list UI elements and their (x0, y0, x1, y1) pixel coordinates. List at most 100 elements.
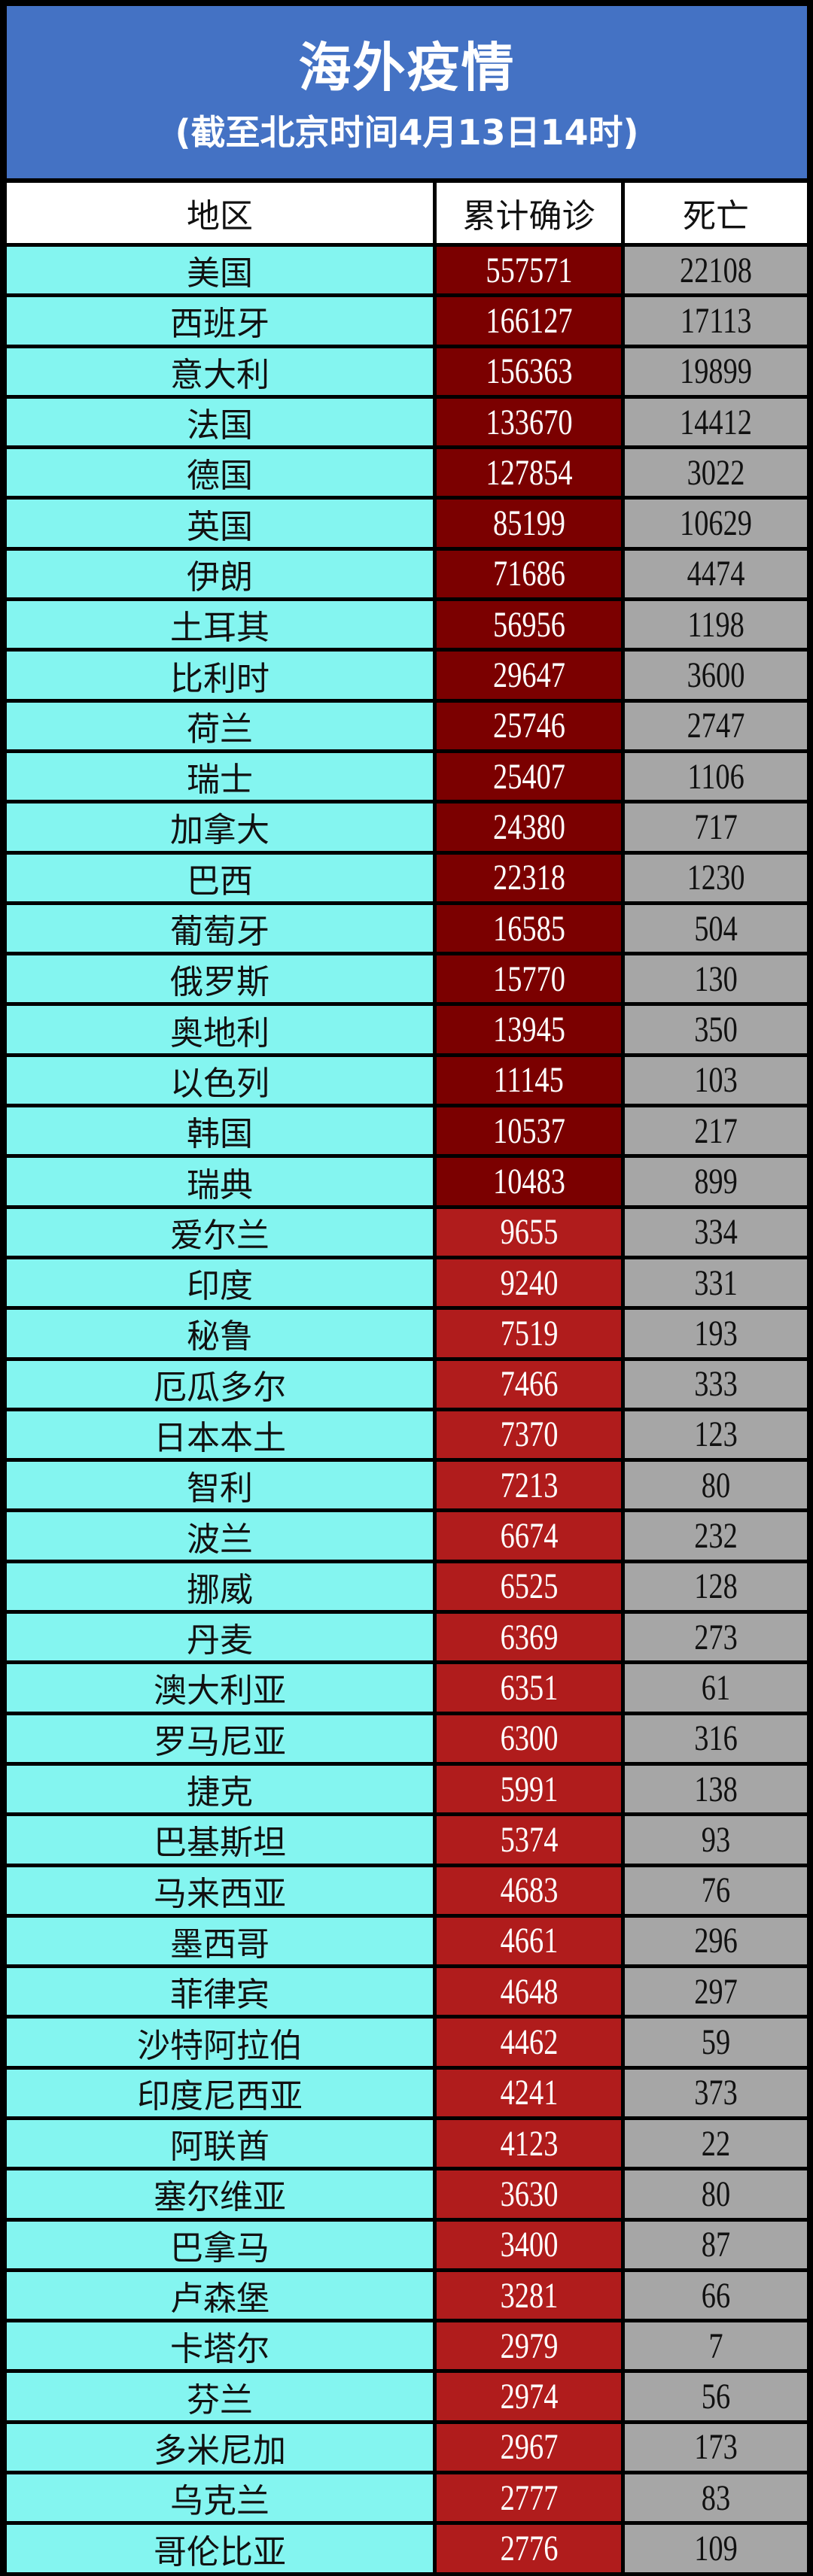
deaths-cell: 3022 (625, 449, 807, 497)
confirmed-cell: 7466 (437, 1360, 621, 1408)
confirmed-cell: 2967 (437, 2423, 621, 2471)
region-cell: 西班牙 (7, 297, 433, 345)
region-cell: 多米尼加 (7, 2423, 433, 2471)
confirmed-cell: 557571 (437, 247, 621, 294)
deaths-cell: 504 (625, 904, 807, 952)
region-name: 厄瓜多尔 (154, 1368, 286, 1406)
deaths-cell: 296 (625, 1917, 807, 1965)
header-confirmed: 累计确诊 (437, 183, 621, 243)
confirmed-value: 4661 (500, 1921, 558, 1961)
confirmed-cell: 2776 (437, 2525, 621, 2572)
confirmed-cell: 6351 (437, 1664, 621, 1712)
region-name: 加拿大 (170, 812, 269, 849)
deaths-value: 2747 (687, 706, 745, 746)
table-row: 印度 9240 331 (7, 1259, 807, 1310)
confirmed-value: 6674 (500, 1516, 558, 1557)
confirmed-cell: 6525 (437, 1563, 621, 1611)
confirmed-value: 6351 (500, 1667, 558, 1708)
table-row: 塞尔维亚 3630 80 (7, 2170, 807, 2221)
deaths-value: 296 (694, 1921, 738, 1961)
region-cell: 芬兰 (7, 2373, 433, 2420)
deaths-cell: 109 (625, 2525, 807, 2572)
confirmed-value: 133670 (485, 402, 573, 442)
deaths-value: 22 (701, 2123, 731, 2164)
deaths-value: 273 (694, 1617, 738, 1657)
deaths-value: 3022 (687, 452, 745, 493)
confirmed-value: 25746 (492, 706, 565, 746)
deaths-value: 7 (708, 2325, 723, 2366)
page-subtitle: (截至北京时间4月13日14时) (175, 112, 639, 153)
deaths-value: 334 (694, 1212, 738, 1253)
deaths-cell: 193 (625, 1310, 807, 1357)
deaths-cell: 93 (625, 1816, 807, 1864)
region-name: 捷克 (187, 1774, 253, 1812)
region-cell: 卡塔尔 (7, 2322, 433, 2370)
deaths-value: 3600 (687, 655, 745, 696)
confirmed-cell: 13945 (437, 1006, 621, 1053)
deaths-cell: 217 (625, 1107, 807, 1155)
table-row: 俄罗斯 15770 130 (7, 955, 807, 1006)
confirmed-cell: 25746 (437, 702, 621, 749)
deaths-value: 373 (694, 2073, 738, 2113)
confirmed-value: 2776 (500, 2529, 558, 2568)
confirmed-cell: 2979 (437, 2322, 621, 2370)
deaths-value: 59 (701, 2022, 731, 2063)
confirmed-value: 4241 (500, 2073, 558, 2113)
confirmed-value: 2974 (500, 2377, 558, 2417)
table-row: 英国 85199 10629 (7, 500, 807, 550)
deaths-cell: 1198 (625, 601, 807, 649)
confirmed-cell: 11145 (437, 1056, 621, 1104)
region-cell: 以色列 (7, 1056, 433, 1104)
table-row: 奥地利 13945 350 (7, 1006, 807, 1056)
region-name: 罗马尼亚 (154, 1723, 286, 1760)
table-row: 比利时 29647 3600 (7, 652, 807, 702)
confirmed-value: 6525 (500, 1566, 558, 1607)
confirmed-cell: 133670 (437, 398, 621, 446)
confirmed-value: 3630 (500, 2174, 558, 2214)
region-name: 秘鲁 (187, 1318, 253, 1356)
deaths-cell: 333 (625, 1360, 807, 1408)
confirmed-cell: 6300 (437, 1715, 621, 1762)
table-row: 挪威 6525 128 (7, 1563, 807, 1614)
region-name: 波兰 (187, 1520, 253, 1558)
region-name: 澳大利亚 (154, 1672, 286, 1710)
deaths-value: 76 (701, 1870, 731, 1911)
table-row: 芬兰 2974 56 (7, 2373, 807, 2423)
region-name: 奥地利 (170, 1014, 269, 1052)
table-row: 马来西亚 4683 76 (7, 1867, 807, 1918)
deaths-value: 4474 (687, 554, 745, 594)
confirmed-value: 4648 (500, 1971, 558, 2012)
confirmed-value: 9240 (500, 1262, 558, 1303)
region-cell: 韩国 (7, 1107, 433, 1155)
table-row: 澳大利亚 6351 61 (7, 1664, 807, 1715)
table-row: 土耳其 56956 1198 (7, 601, 807, 652)
deaths-value: 123 (694, 1414, 738, 1455)
confirmed-cell: 25407 (437, 752, 621, 800)
deaths-cell: 76 (625, 1867, 807, 1914)
deaths-value: 14412 (680, 402, 752, 442)
deaths-value: 1230 (687, 858, 745, 898)
region-cell: 捷克 (7, 1765, 433, 1813)
table-row: 捷克 5991 138 (7, 1765, 807, 1816)
confirmed-value: 156363 (485, 351, 573, 392)
region-cell: 丹麦 (7, 1614, 433, 1661)
table-row: 意大利 156363 19899 (7, 348, 807, 399)
confirmed-value: 4462 (500, 2022, 558, 2063)
region-cell: 法国 (7, 398, 433, 446)
deaths-value: 10629 (680, 503, 752, 544)
deaths-value: 66 (701, 2275, 731, 2316)
table-row: 菲律宾 4648 297 (7, 1968, 807, 2019)
confirmed-cell: 9655 (437, 1208, 621, 1256)
deaths-cell: 80 (625, 1462, 807, 1509)
region-cell: 英国 (7, 500, 433, 547)
table-row: 丹麦 6369 273 (7, 1614, 807, 1664)
table-row: 巴基斯坦 5374 93 (7, 1816, 807, 1867)
region-name: 哥伦比亚 (154, 2533, 286, 2571)
region-name: 巴拿马 (170, 2229, 269, 2267)
region-name: 西班牙 (170, 305, 269, 343)
region-name: 印度 (187, 1268, 253, 1305)
deaths-value: 83 (701, 2477, 731, 2518)
table-row: 多米尼加 2967 173 (7, 2423, 807, 2474)
region-name: 塞尔维亚 (154, 2179, 286, 2216)
region-cell: 伊朗 (7, 550, 433, 598)
